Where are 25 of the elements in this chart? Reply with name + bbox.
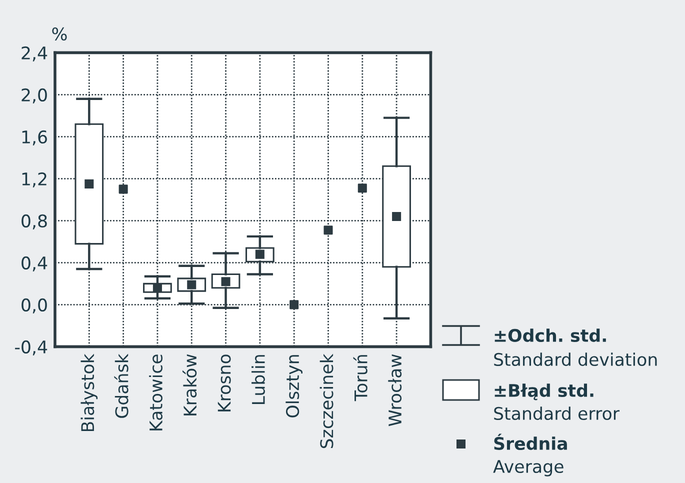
x-tick-label: Białystok [80,354,98,432]
text: Średnia [494,434,567,450]
text: Standard deviation [494,352,657,366]
y-tick-label: 2,0 [22,88,47,104]
y-tick-label: -0,4 [15,340,48,356]
text: ±Odch. std. [494,328,606,342]
text: Standard error [494,406,620,420]
text: Average [493,460,564,476]
y-tick-label: 0,0 [22,298,47,314]
y-tick-label: 0,8 [22,214,47,230]
y-axis-title: % [52,27,67,41]
x-tick-label: Kraków [182,354,197,416]
x-tick-label: Olsztyn [286,355,302,418]
x-tick-label: Krosno [218,354,231,412]
y-tick-label: 0,4 [22,256,48,272]
x-tick-label: Szczecinek [320,354,334,448]
y-tick-label: 1,6 [22,130,47,146]
x-tick-label: Gdańsk [114,354,128,418]
y-tick-label: 1,2 [22,172,46,188]
x-tick-label: Katowice [149,354,162,430]
x-tick-label: Toruń [353,355,368,402]
y-tick-label: 2,4 [22,46,48,62]
text: ±Błąd std. [494,384,594,400]
x-tick-label: Lublin [252,355,265,404]
x-tick-label: Wrocław [388,354,402,426]
